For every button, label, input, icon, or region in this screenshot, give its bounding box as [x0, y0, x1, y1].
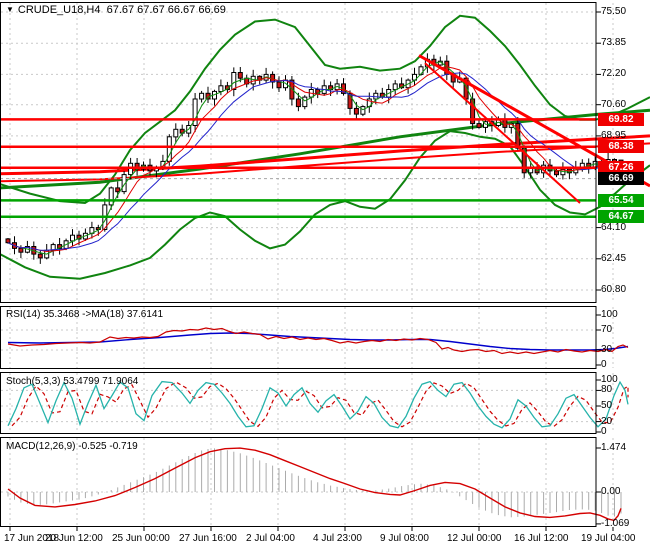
- fast-ma-layer: [7, 61, 622, 255]
- price-tag-69.82: 69.82: [598, 112, 644, 126]
- candle: [302, 96, 308, 108]
- candle: [476, 123, 482, 128]
- time-axis-label: 17 Jun 2018: [4, 533, 60, 544]
- time-axis-label: 25 Jun 00:00: [112, 533, 170, 544]
- price-axis-label: 75.50: [601, 6, 627, 17]
- candle: [295, 98, 301, 108]
- price-axis-label: 73.85: [601, 37, 627, 49]
- time-axis-label: 16 Jul 12:00: [514, 533, 569, 544]
- price-axis-label: 68.95: [601, 129, 627, 141]
- price-tag-65.54: 65.54: [598, 193, 644, 207]
- candle: [115, 187, 121, 193]
- rsi-axis-label: 30: [601, 344, 613, 355]
- candle: [121, 174, 127, 193]
- stoch-axis-label: 50: [601, 400, 613, 411]
- price-tag-66.69: 66.69: [598, 172, 644, 186]
- candle: [5, 238, 11, 244]
- time-axis-label: 2 Jul 04:00: [246, 533, 295, 544]
- candle: [276, 81, 282, 89]
- time-axis-label: 27 Jun 16:00: [179, 533, 237, 544]
- time-axis-label: 4 Jul 23:00: [313, 533, 362, 544]
- rsi-axis-label: 0: [601, 359, 607, 370]
- price-tag-68.38: 68.38: [598, 140, 644, 154]
- time-axis-label: 20 Jun 12:00: [45, 533, 103, 544]
- candle: [218, 85, 224, 93]
- candle: [470, 98, 476, 125]
- price-tag-67.26: 67.26: [598, 161, 644, 175]
- time-axis-label: 12 Jul 00:00: [447, 533, 502, 544]
- chevron-down-icon[interactable]: ▼: [6, 5, 14, 14]
- macd-indicator-label: MACD(12,26,9) -0.525 -0.719: [6, 441, 138, 452]
- macd-axis-label: -1.069: [601, 517, 630, 529]
- candle: [50, 244, 56, 251]
- rsi-axis-label: 70: [601, 324, 613, 335]
- price-axis-label: 62.45: [601, 252, 627, 264]
- price-axis-label: 72.20: [601, 68, 627, 80]
- candle: [70, 234, 75, 242]
- stoch-axis-label: 20: [601, 415, 613, 427]
- stochastic-indicator-label: Stoch(5,3,3) 53.4799 71.9064: [6, 376, 139, 387]
- stochastic-layer: [7, 380, 629, 429]
- price-axis-label: 60.80: [601, 284, 627, 295]
- macd-axis-label: 1.474: [601, 442, 627, 453]
- candle: [37, 253, 43, 259]
- ohlc-values: 67.67 67.67 66.67 66.69: [106, 4, 226, 16]
- candle: [224, 85, 230, 91]
- levels-layer: [0, 54, 650, 219]
- candle: [192, 98, 198, 126]
- macd-axis-label: 0.00: [601, 486, 621, 497]
- bollinger-bands-layer: [0, 14, 650, 280]
- candle: [392, 83, 398, 91]
- downtrend-line: [424, 62, 581, 204]
- candle: [347, 92, 353, 109]
- candle: [18, 247, 24, 253]
- chart-title: ▼ CRUDE_U18,H4 67.67 67.67 66.67 66.69: [6, 4, 226, 16]
- price-tag-64.67: 64.67: [598, 210, 644, 224]
- slow-ma-layer: [0, 134, 650, 176]
- rsi-axis-label: 100: [601, 309, 618, 320]
- candle: [360, 106, 366, 115]
- stoch-axis-label: 100: [601, 374, 618, 385]
- candle: [579, 162, 585, 168]
- candle: [353, 107, 359, 115]
- candle: [173, 128, 179, 138]
- symbol-period-label: CRUDE_U18,H4: [17, 4, 101, 16]
- rsi-layer: [7, 327, 629, 355]
- candle: [199, 92, 205, 100]
- time-axis-label: 19 Jul 04:00: [581, 533, 636, 544]
- time-axis-label: 9 Jul 08:00: [380, 533, 429, 544]
- stoch-axis-label: 0: [601, 426, 607, 437]
- rsi-indicator-label: RSI(14) 35.3468 ->MA(18) 37.6141: [6, 309, 164, 320]
- candle: [108, 187, 114, 206]
- macd-layer: [7, 447, 622, 522]
- price-axis-label: 70.60: [601, 98, 627, 110]
- candle: [554, 170, 559, 176]
- price-axis-label: 64.10: [601, 221, 627, 233]
- pane-frames: [0, 2, 614, 531]
- candle: [237, 72, 243, 79]
- stoch-axis-label: 80: [601, 384, 613, 396]
- candle: [231, 72, 237, 90]
